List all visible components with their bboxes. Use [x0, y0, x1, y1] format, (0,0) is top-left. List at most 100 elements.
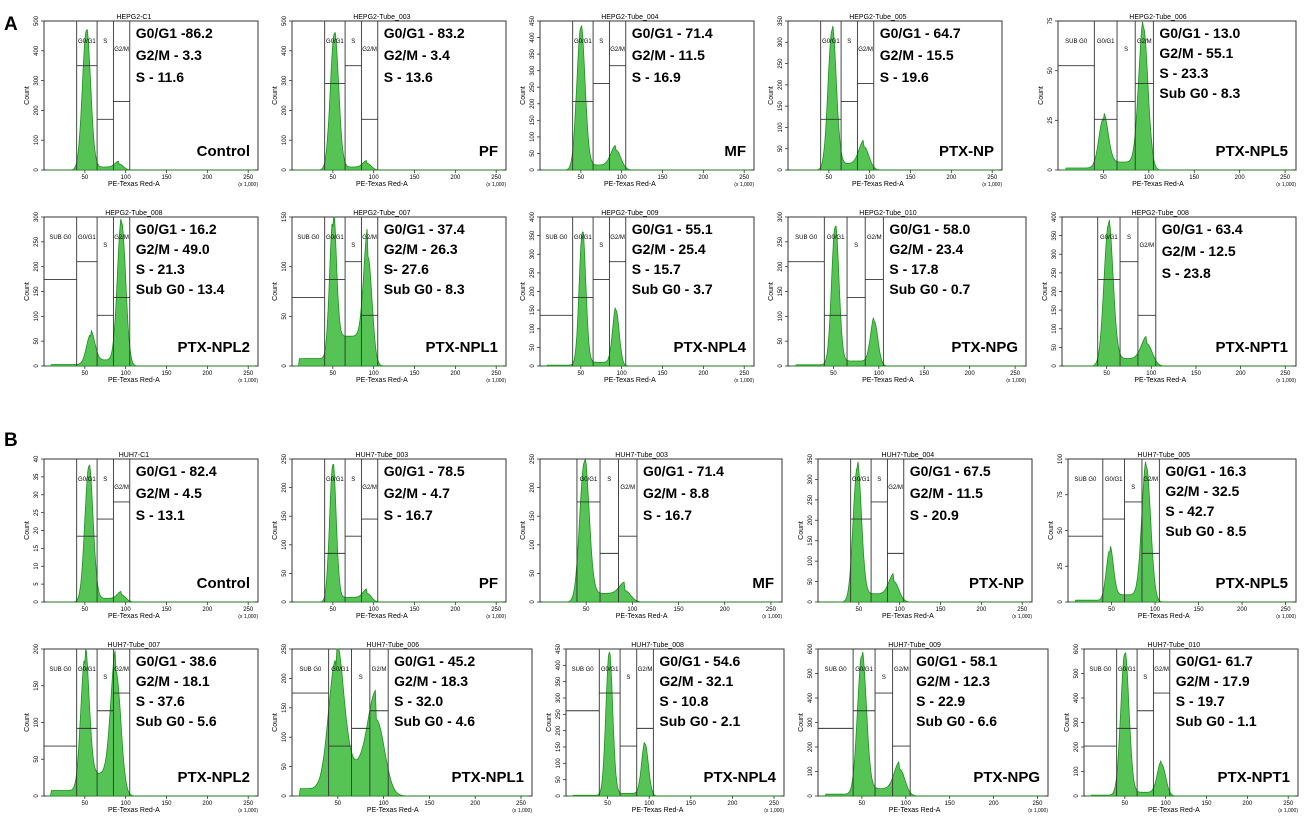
y-tick-label: 400: [556, 660, 562, 671]
cell-cycle-stat: S - 15.7: [632, 261, 681, 277]
y-tick-label: 200: [34, 105, 40, 116]
histogram-area: [819, 651, 1045, 797]
y-tick-label: 150: [530, 115, 536, 126]
histogram-area: [789, 225, 1023, 367]
x-axis-unit: (x 1,000): [762, 614, 782, 620]
y-tick-label: 250: [530, 82, 536, 93]
y-tick-label: 50: [808, 578, 814, 585]
cell-cycle-stat: G0/G1 - 64.7: [880, 25, 961, 41]
plot-frame: [43, 458, 259, 603]
gate-label: SUB G0: [1074, 477, 1097, 483]
gate-label: G0/G1: [326, 477, 344, 483]
y-tick-label: 15: [34, 544, 40, 551]
treatment-label: PTX-NPL4: [703, 769, 776, 786]
histogram-title: HEPG2-Tube_003: [353, 14, 410, 21]
gate-label: SUB G0: [299, 667, 322, 673]
y-tick-label: 500: [808, 668, 814, 679]
x-tick-label: 50: [334, 801, 341, 807]
treatment-label: PTX-NPL5: [1215, 575, 1288, 592]
y-tick-label: 0: [34, 794, 40, 798]
y-tick-label: 300: [556, 692, 562, 703]
y-tick-label: 200: [778, 261, 784, 272]
gate-label: G2/M: [362, 235, 377, 241]
x-tick-label: 100: [1146, 371, 1157, 377]
x-tick-label: 100: [379, 801, 390, 807]
y-tick-label: 0: [530, 168, 536, 172]
cell-cycle-stat: S - 16.7: [643, 507, 692, 523]
y-tick-label: 200: [282, 673, 288, 684]
y-tick-label: 450: [556, 643, 562, 654]
cell-cycle-stat: S - 13.1: [136, 507, 185, 523]
cell-cycle-stat: G0/G1 - 82.4: [136, 463, 217, 479]
gate-label: S: [847, 39, 851, 45]
gate-label: S: [1124, 47, 1128, 53]
cell-cycle-stat: G0/G1 - 16.3: [1165, 463, 1246, 479]
y-tick-label: 250: [34, 236, 40, 247]
gate-label: G0/G1: [1118, 667, 1136, 673]
cell-cycle-stat: G2/M - 3.3: [136, 47, 202, 63]
gate-label: SUB G0: [825, 667, 848, 673]
cell-cycle-stat: Sub G0 - 2.1: [659, 713, 740, 729]
x-tick-label: 100: [874, 371, 885, 377]
cell-cycle-stat: G0/G1- 61.7: [1176, 653, 1253, 669]
y-tick-label: 450: [530, 15, 536, 26]
histogram-title: HUH7-Tube_005: [1137, 452, 1190, 459]
cell-cycle-stat: G2/M - 15.5: [880, 47, 954, 63]
x-axis-unit: (x 1,000): [512, 808, 532, 814]
y-axis-label: Count: [1064, 713, 1071, 732]
y-tick-label: 400: [34, 45, 40, 56]
y-tick-label: 50: [530, 149, 536, 156]
cell-cycle-stat: G2/M - 11.5: [632, 47, 705, 63]
y-tick-label: 100: [34, 311, 40, 322]
cell-cycle-stat: G0/G1 - 58.0: [889, 221, 970, 237]
y-tick-label: 200: [778, 79, 784, 90]
gate-label: S: [626, 675, 630, 681]
y-tick-label: 50: [530, 569, 536, 576]
flow-histogram-hepg2-ptx-npg: SUB G0 G0/G1 S G2/M HEPG2-Tube_010 50 100 150 20…: [768, 210, 1027, 384]
treatment-label: PTX-NPL4: [673, 339, 746, 356]
y-tick-label: 50: [1058, 527, 1064, 534]
histogram-area: [1059, 21, 1293, 171]
cell-cycle-stat: Sub G0 - 3.7: [632, 281, 713, 297]
gate-label: G0/G1: [78, 667, 96, 673]
y-tick-label: 150: [808, 535, 814, 546]
x-axis-label: PE-Texas Red-A: [108, 613, 160, 620]
cell-cycle-stat: S - 23.3: [1159, 65, 1208, 81]
x-axis-unit: (x 1,000): [1028, 808, 1048, 814]
y-axis-label: Count: [1038, 86, 1045, 105]
y-axis-label: Count: [24, 521, 31, 540]
y-tick-label: 300: [34, 211, 40, 222]
y-tick-label: 150: [530, 304, 536, 315]
cell-cycle-stat: G2/M - 12.3: [916, 673, 990, 689]
y-tick-label: 40: [34, 455, 40, 462]
treatment-label: PTX-NP: [969, 575, 1024, 592]
cell-cycle-stat: G0/G1 - 67.5: [910, 463, 991, 479]
x-tick-label: 250: [1281, 607, 1292, 613]
y-tick-label: 50: [1048, 67, 1054, 74]
y-tick-label: 250: [1052, 267, 1058, 278]
flow-histogram-huh7-pf: G0/G1 S G2/M HUH7-Tube_003 50 100 150 200 250 PE-…: [272, 452, 507, 620]
histogram-area: [293, 216, 503, 367]
histogram-area: [293, 32, 503, 171]
x-tick-label: 50: [583, 607, 590, 613]
y-axis-label: Count: [768, 282, 775, 301]
x-axis-unit: (x 1,000): [982, 182, 1002, 188]
plot-frame: [787, 216, 1027, 367]
y-tick-label: 150: [282, 702, 288, 713]
cell-cycle-stat: S - 42.7: [1165, 503, 1214, 519]
y-tick-label: 200: [808, 515, 814, 526]
histogram-area: [45, 29, 255, 171]
y-axis-label: Count: [520, 86, 527, 105]
cell-cycle-stat: G2/M - 8.8: [643, 485, 709, 501]
y-tick-label: 200: [282, 482, 288, 493]
y-tick-label: 600: [808, 643, 814, 654]
y-tick-label: 100: [282, 539, 288, 550]
y-tick-label: 0: [282, 168, 288, 172]
y-tick-label: 100: [34, 717, 40, 728]
histogram-title: HUH7-Tube_007: [108, 642, 161, 649]
gate-label: G0/G1: [78, 39, 96, 45]
y-tick-label: 0: [1074, 794, 1080, 798]
x-axis-label: PE-Texas Red-A: [356, 377, 408, 384]
y-tick-label: 400: [530, 211, 536, 222]
